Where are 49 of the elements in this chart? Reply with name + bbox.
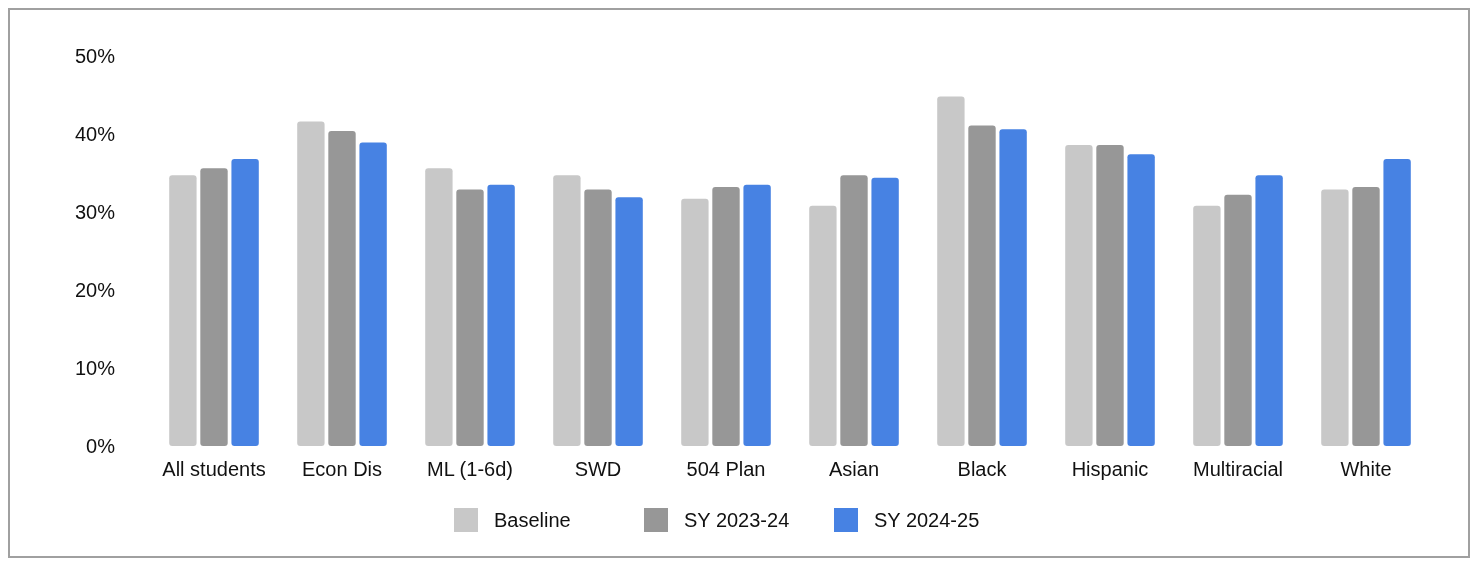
bar xyxy=(456,189,484,446)
bar xyxy=(968,125,996,446)
bar xyxy=(1255,175,1283,446)
bar xyxy=(743,184,771,446)
y-tick-label: 40% xyxy=(74,123,116,145)
bar xyxy=(1096,144,1124,446)
x-tick-label: ML (1-6d) xyxy=(427,458,513,480)
x-tick-label: Hispanic xyxy=(1071,458,1149,480)
bar xyxy=(1352,187,1380,446)
x-tick-label: Asian xyxy=(828,458,880,480)
x-tick-label: SWD xyxy=(574,458,622,480)
bar xyxy=(231,158,259,446)
bar xyxy=(1224,194,1252,446)
y-tick-label: 50% xyxy=(74,45,116,67)
bar xyxy=(999,129,1027,446)
bar xyxy=(1193,205,1221,446)
bar xyxy=(200,168,228,446)
bar xyxy=(425,168,453,446)
bar xyxy=(840,175,868,446)
legend-label: SY 2023-24 xyxy=(684,509,790,531)
x-tick-label: White xyxy=(1340,458,1392,480)
bar xyxy=(169,175,197,446)
y-tick-label: 30% xyxy=(74,201,116,223)
bar xyxy=(681,198,709,446)
x-tick-label: All students xyxy=(162,458,266,480)
y-tick-label: 10% xyxy=(74,357,116,379)
bar xyxy=(937,96,965,446)
x-tick-label: 504 Plan xyxy=(686,458,766,480)
y-tick-label: 20% xyxy=(74,279,116,301)
bar xyxy=(487,184,515,446)
bar xyxy=(1127,154,1155,446)
bar xyxy=(553,175,581,446)
bar xyxy=(328,130,356,446)
legend-label: SY 2024-25 xyxy=(874,509,980,531)
bar xyxy=(712,187,740,446)
bar xyxy=(1321,189,1349,446)
bar xyxy=(1065,144,1093,446)
x-tick-label: Econ Dis xyxy=(301,458,383,480)
bar xyxy=(584,189,612,446)
bar xyxy=(297,121,325,446)
bar xyxy=(809,205,837,446)
bar xyxy=(359,142,387,446)
x-tick-label: Black xyxy=(957,458,1008,480)
legend-label: Baseline xyxy=(494,509,571,531)
bar xyxy=(871,177,899,446)
bar xyxy=(1383,158,1411,446)
x-tick-label: Multiracial xyxy=(1192,458,1284,480)
y-tick-label: 0% xyxy=(86,435,116,457)
bar xyxy=(615,197,643,446)
